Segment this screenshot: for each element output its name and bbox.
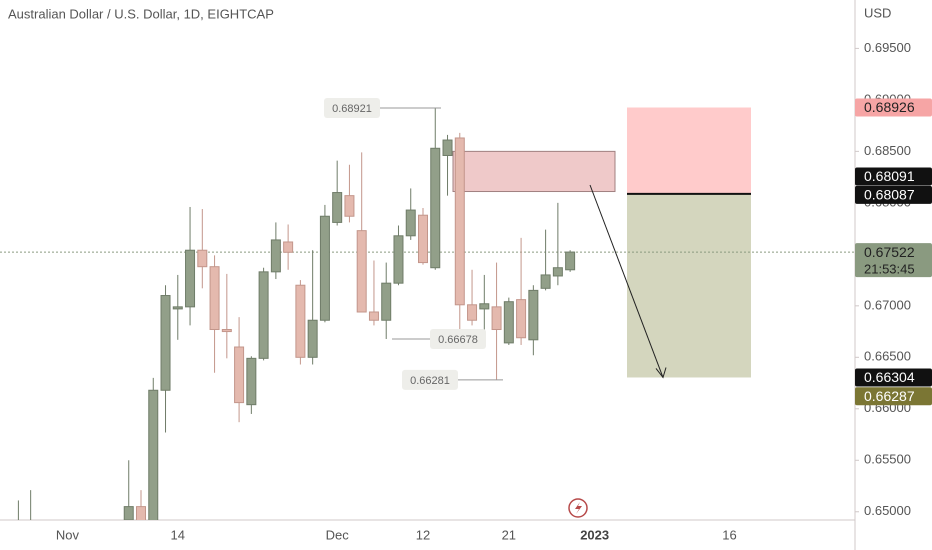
candle-body bbox=[148, 389, 159, 520]
candle-body bbox=[381, 282, 392, 321]
x-tick-label: Nov bbox=[56, 527, 80, 542]
x-tick-label: Dec bbox=[326, 527, 350, 542]
candle-body bbox=[540, 274, 551, 289]
candle-body bbox=[430, 147, 441, 269]
candle-body bbox=[344, 195, 355, 217]
candle-body bbox=[185, 249, 196, 308]
price-label: 0.66287 bbox=[864, 388, 915, 404]
candle-body bbox=[552, 267, 563, 277]
price-label: 0.68926 bbox=[864, 99, 915, 115]
candle-body bbox=[270, 239, 281, 273]
candle-body bbox=[516, 299, 527, 339]
candle-body bbox=[283, 241, 294, 253]
replay-icon[interactable] bbox=[568, 498, 588, 518]
price-label-box bbox=[855, 387, 932, 406]
candle-body bbox=[368, 311, 379, 321]
candle-body bbox=[491, 306, 502, 331]
candle-body bbox=[172, 306, 183, 310]
candle-body bbox=[442, 139, 453, 156]
candle-body bbox=[295, 284, 306, 358]
y-tick-label: 0.69500 bbox=[864, 40, 911, 55]
price-label: 0.68087 bbox=[864, 187, 915, 203]
arrow-head bbox=[655, 367, 667, 379]
annotation-box bbox=[324, 98, 380, 119]
price-label-box bbox=[855, 167, 932, 186]
price-label: 0.68091 bbox=[864, 168, 915, 184]
candle-body bbox=[123, 506, 134, 520]
arrow bbox=[589, 184, 664, 378]
annotation-label: 0.66281 bbox=[410, 375, 450, 387]
y-tick-label: 0.68500 bbox=[864, 143, 911, 158]
candle-body bbox=[503, 301, 514, 344]
price-label: 0.67522 bbox=[864, 244, 915, 260]
y-tick-label: 0.65000 bbox=[864, 503, 911, 518]
stop-zone bbox=[627, 107, 751, 194]
zone bbox=[452, 150, 616, 193]
candle-body bbox=[221, 329, 232, 333]
candle-body bbox=[319, 215, 330, 321]
candle-body bbox=[405, 209, 416, 237]
x-tick-label: 2023 bbox=[580, 527, 609, 542]
x-tick-label: 16 bbox=[722, 527, 736, 542]
plot-area bbox=[0, 107, 855, 520]
y-tick-label: 0.66500 bbox=[864, 349, 911, 364]
annotation-box bbox=[430, 328, 486, 349]
candle-body bbox=[258, 271, 269, 359]
price-label: 0.66304 bbox=[864, 369, 915, 385]
x-tick-label: 14 bbox=[171, 527, 185, 542]
candle-body bbox=[356, 230, 367, 313]
price-label-box bbox=[855, 185, 932, 204]
candle-body bbox=[209, 266, 220, 331]
price-label-box bbox=[855, 368, 932, 387]
currency-label: USD bbox=[864, 5, 891, 20]
x-tick-label: 12 bbox=[416, 527, 430, 542]
candle-body bbox=[197, 249, 208, 268]
countdown: 21:53:45 bbox=[864, 262, 915, 277]
candle-body bbox=[136, 506, 146, 520]
candle-body bbox=[418, 214, 428, 264]
candle-body bbox=[528, 289, 539, 341]
candle-body bbox=[246, 357, 257, 406]
candle-body bbox=[479, 303, 490, 310]
y-tick-label: 0.65500 bbox=[864, 452, 911, 467]
price-label-box bbox=[855, 98, 932, 117]
x-tick-label: 21 bbox=[502, 527, 516, 542]
annotation-label: 0.68921 bbox=[332, 103, 372, 115]
candle-body bbox=[393, 235, 404, 284]
annotation-box bbox=[402, 369, 458, 390]
annotation-label: 0.66678 bbox=[438, 334, 478, 346]
candle-body bbox=[332, 192, 343, 223]
candle-body bbox=[234, 346, 245, 404]
target-zone bbox=[627, 193, 751, 378]
candle-body bbox=[160, 295, 171, 391]
candle-body bbox=[307, 319, 318, 358]
candle-body bbox=[565, 251, 576, 271]
price-label-box bbox=[855, 243, 932, 278]
candle-body bbox=[467, 304, 478, 321]
y-tick-label: 0.67000 bbox=[864, 297, 911, 312]
chart-title: Australian Dollar / U.S. Dollar, 1D, EIG… bbox=[8, 6, 274, 21]
candle-body bbox=[454, 137, 465, 306]
